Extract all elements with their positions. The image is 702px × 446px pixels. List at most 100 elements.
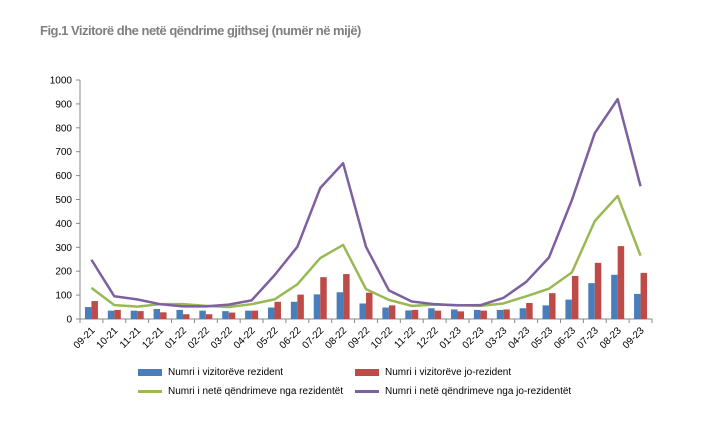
- bar-nonresident: [457, 311, 465, 319]
- bar-nonresident: [228, 312, 236, 319]
- x-tick-label: 09-23: [621, 325, 647, 351]
- y-tick-label: 600: [55, 171, 72, 182]
- bar-resident: [222, 311, 229, 319]
- line-nonresident-nights: [90, 97, 642, 308]
- x-tick-label: 03-22: [209, 325, 235, 351]
- bar-nonresident: [251, 310, 259, 319]
- y-tick-label: 800: [55, 123, 72, 134]
- x-tick-label: 09-21: [72, 325, 98, 351]
- x-tick-label: 08-22: [323, 325, 349, 351]
- bar-nonresident: [366, 292, 373, 319]
- bar-nonresident: [91, 301, 98, 319]
- bar-resident: [405, 310, 412, 319]
- bar-resident: [565, 299, 572, 319]
- y-tick-label: 0: [66, 315, 72, 326]
- y-tick-label: 500: [55, 195, 72, 206]
- x-tick-label: 07-23: [575, 325, 601, 351]
- bar-nonresident: [411, 309, 419, 319]
- bar-resident: [267, 307, 275, 319]
- bar-resident: [313, 294, 321, 319]
- legend-item-nonresident-visitors: Numri i vizitorëve jo-rezident: [355, 367, 511, 378]
- y-tick-label: 400: [55, 219, 72, 230]
- bar-nonresident: [114, 309, 121, 319]
- x-tick-label: 02-22: [186, 325, 212, 351]
- bar-resident: [199, 310, 206, 319]
- x-tick-label: 03-23: [484, 325, 510, 351]
- bar-resident: [451, 309, 458, 319]
- bar-nonresident: [571, 275, 579, 319]
- bar-resident: [634, 293, 641, 319]
- bar-resident: [84, 307, 92, 319]
- bar-nonresident: [594, 262, 602, 319]
- bar-nonresident: [160, 312, 167, 319]
- bar-resident: [153, 308, 161, 319]
- x-tick-label: 01-22: [163, 325, 189, 351]
- bar-nonresident: [320, 277, 327, 319]
- bar-resident: [428, 308, 435, 319]
- x-tick-label: 11-21: [118, 325, 144, 351]
- bar-nonresident: [182, 314, 190, 319]
- bar-resident: [336, 292, 344, 319]
- bar-resident: [176, 309, 183, 319]
- bar-resident: [245, 310, 252, 319]
- bar-nonresident: [503, 309, 510, 319]
- x-tick-label: 05-22: [255, 325, 281, 351]
- x-tick-label: 12-22: [415, 325, 441, 351]
- x-tick-label: 01-23: [438, 325, 464, 351]
- bar-resident: [519, 308, 527, 319]
- bar-resident: [107, 310, 115, 319]
- bar-resident: [542, 305, 550, 319]
- y-tick-label: 700: [55, 147, 72, 158]
- legend-swatch: [355, 390, 379, 393]
- bar-resident: [588, 283, 595, 319]
- bar-resident: [473, 309, 481, 319]
- bar-nonresident: [480, 310, 487, 319]
- bar-nonresident: [205, 314, 213, 319]
- bar-resident: [130, 310, 138, 319]
- x-tick-label: 10-22: [369, 325, 395, 351]
- bar-nonresident: [549, 293, 556, 319]
- y-tick-label: 300: [55, 243, 72, 254]
- legend-swatch: [138, 369, 162, 376]
- x-tick-label: 04-23: [506, 325, 532, 351]
- y-tick-label: 900: [55, 99, 72, 110]
- bar-resident: [290, 301, 298, 319]
- x-tick-label: 10-21: [95, 325, 121, 351]
- x-tick-label: 12-21: [140, 325, 166, 351]
- x-tick-label: 08-23: [598, 325, 624, 351]
- bar-resident: [611, 274, 618, 319]
- line-resident-nights: [90, 194, 642, 309]
- x-tick-label: 07-22: [300, 325, 326, 351]
- legend-swatch: [355, 369, 379, 376]
- legend-label: Numri i vizitorëve jo-rezident: [385, 367, 512, 378]
- chart-title: Fig.1 Vizitorë dhe netë qëndrime gjithse…: [40, 23, 361, 38]
- bar-nonresident: [617, 246, 625, 319]
- x-tick-label: 06-23: [552, 325, 578, 351]
- legend-item-resident-nights: Numri i netë qëndrimeve nga rezidentët: [138, 386, 343, 397]
- x-tick-label: 02-23: [461, 325, 487, 351]
- x-tick-label: 05-23: [529, 325, 555, 351]
- legend-item-resident-visitors: Numri i vizitorëve rezident: [138, 367, 283, 378]
- x-tick-label: 04-22: [232, 325, 258, 351]
- legend-item-nonresident-nights: Numri i netë qëndrimeve nga jo-rezidentë…: [355, 386, 571, 397]
- legend-label: Numri i vizitorëve rezident: [168, 367, 284, 378]
- y-tick-label: 200: [55, 267, 72, 278]
- x-tick-label: 11-22: [393, 325, 419, 351]
- x-tick-label: 06-22: [278, 325, 304, 351]
- bar-nonresident: [137, 311, 144, 319]
- bar-resident: [496, 309, 504, 319]
- bar-nonresident: [297, 294, 304, 319]
- bar-nonresident: [526, 302, 533, 319]
- legend-swatch: [138, 390, 162, 393]
- bar-nonresident: [388, 305, 396, 319]
- legend-label: Numri i netë qëndrimeve nga rezidentët: [168, 386, 344, 397]
- y-tick-label: 1000: [50, 76, 73, 87]
- bar-nonresident: [343, 274, 350, 319]
- bar-resident: [359, 303, 366, 319]
- bar-nonresident: [640, 272, 648, 319]
- x-tick-label: 09-22: [346, 325, 372, 351]
- y-tick-label: 100: [55, 291, 72, 302]
- legend-label: Numri i netë qëndrimeve nga jo-rezidentë…: [385, 386, 572, 397]
